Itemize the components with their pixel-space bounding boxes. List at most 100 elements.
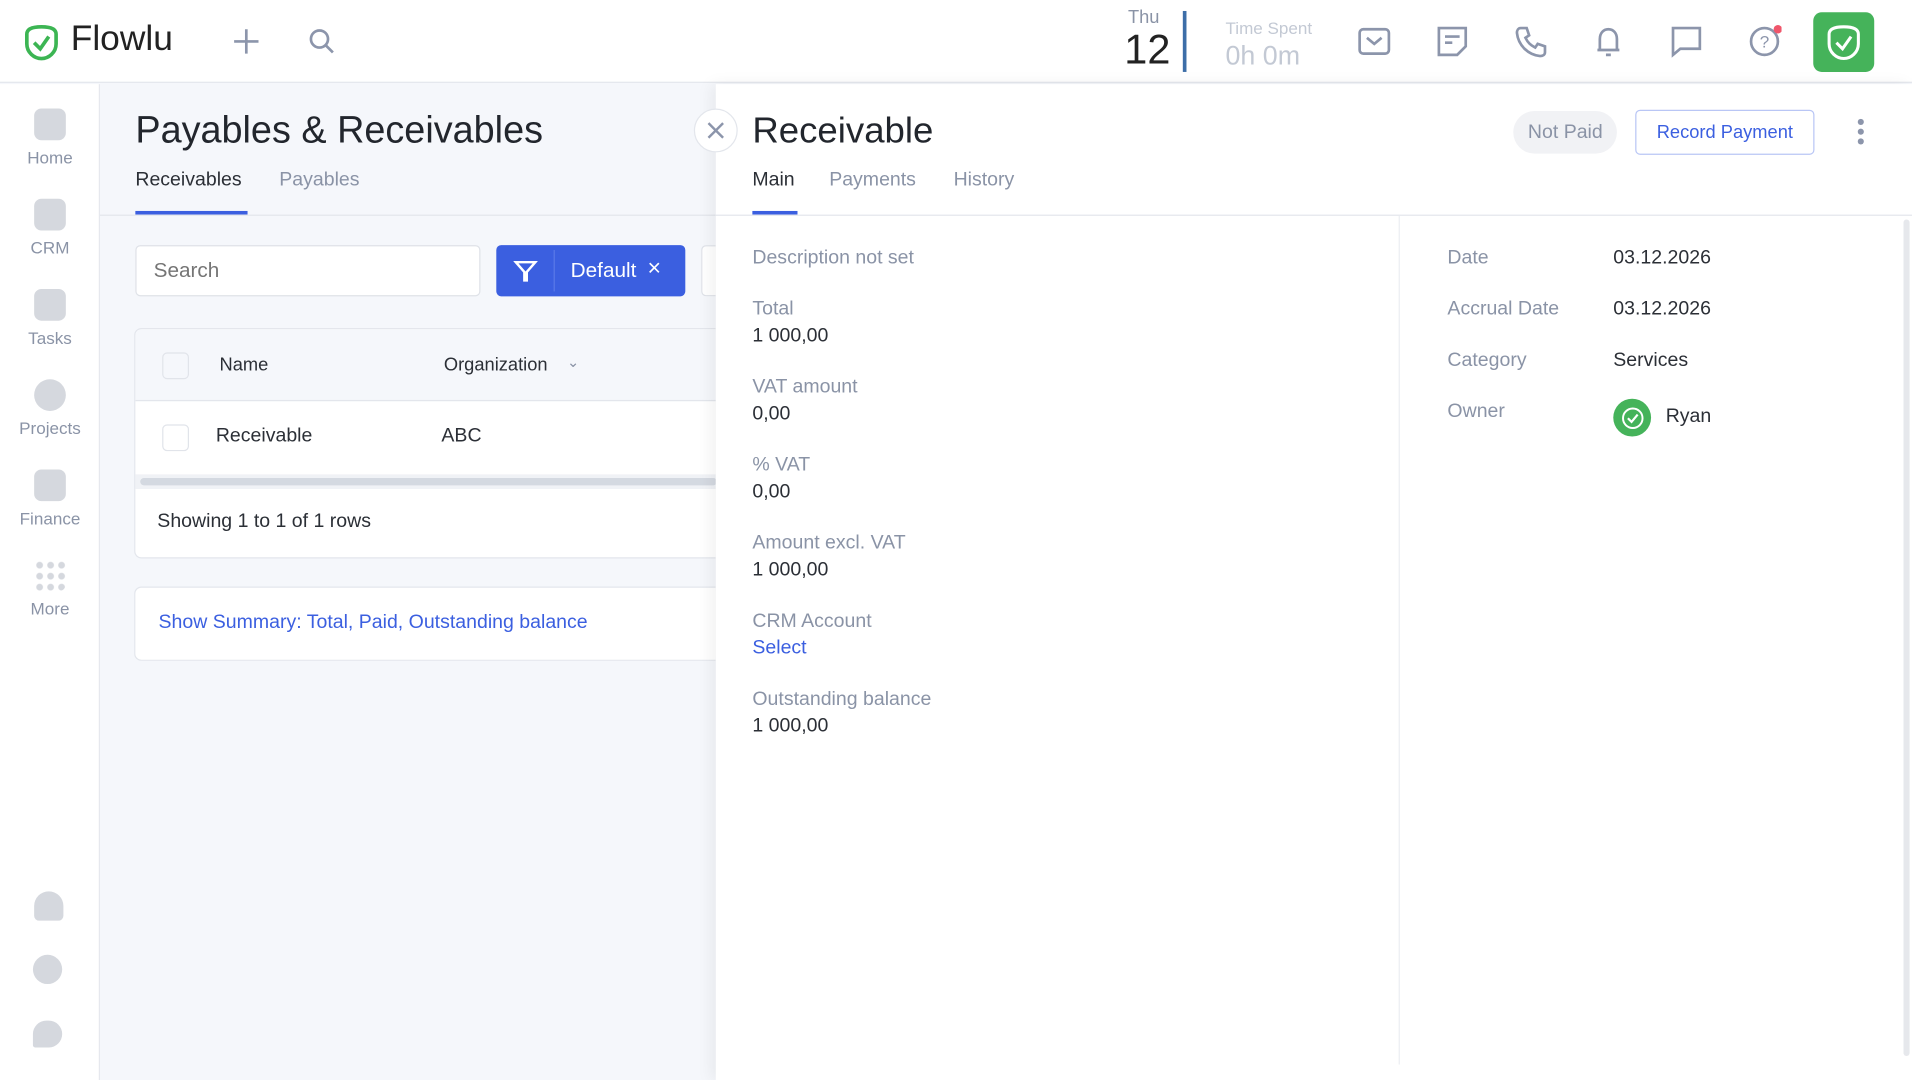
tab-main[interactable]: Main [752, 169, 795, 191]
sidebar-item-label: Home [27, 147, 73, 168]
category-value[interactable]: Services [1613, 349, 1689, 371]
description[interactable]: Description not set [752, 247, 914, 269]
more-vertical-icon[interactable] [1857, 118, 1864, 151]
owner-value[interactable]: Ryan [1665, 406, 1712, 427]
row-checkbox[interactable] [162, 424, 190, 452]
sidebar-item-projects[interactable]: Projects [0, 379, 100, 438]
filter-icon [513, 259, 539, 289]
field-label: CRM Account [752, 610, 872, 632]
field-outstanding-balance: 1 000,00 [752, 715, 829, 737]
tab-history[interactable]: History [953, 169, 1015, 191]
bell-icon[interactable] [1591, 24, 1625, 58]
tab-payables[interactable]: Payables [279, 169, 360, 191]
close-icon [707, 122, 724, 139]
tasks-icon [34, 288, 66, 321]
list-area: Payables & Receivables Receivables Payab… [99, 84, 716, 1080]
status-badge: Not Paid [1513, 110, 1618, 154]
side-label: Owner [1447, 401, 1505, 422]
field-total: 1 000,00 [752, 325, 829, 347]
field-vat-amount: 0,00 [752, 403, 791, 425]
column-header-organization[interactable]: Organization [443, 354, 548, 376]
grid-dots-icon [34, 559, 66, 592]
field-label: VAT amount [752, 376, 858, 398]
notes-icon[interactable] [1435, 24, 1469, 58]
field-label: % VAT [752, 454, 811, 476]
more-toolbar-button[interactable] [701, 245, 716, 297]
horizontal-scrollbar[interactable] [135, 474, 716, 489]
select-all-checkbox[interactable] [162, 352, 190, 380]
vertical-scrollbar[interactable] [1903, 219, 1910, 1057]
sidebar: Home CRM Tasks Projects Finance More [0, 84, 100, 1080]
plus-icon[interactable] [229, 24, 263, 58]
chevron-down-icon[interactable]: ⌄ [567, 353, 580, 371]
date-value[interactable]: 03.12.2026 [1613, 247, 1711, 269]
summary-card: Show Summary: Total, Paid, Outstanding b… [134, 586, 716, 661]
help-icon[interactable]: ? [1747, 24, 1782, 58]
active-tab-indicator [135, 210, 248, 215]
sidebar-item-more[interactable]: More [0, 559, 100, 618]
record-payment-button[interactable]: Record Payment [1635, 109, 1815, 155]
check-icon [1621, 406, 1643, 429]
finance-icon [34, 469, 66, 502]
cell-organization: ABC [441, 425, 482, 447]
mail-icon[interactable] [1357, 24, 1391, 58]
sidebar-item-label: CRM [30, 237, 70, 258]
table: Name Organization ⌄ Receivable ABC Showi… [134, 328, 716, 559]
filter-label: Default [570, 258, 637, 282]
divider [1398, 215, 1400, 1065]
settings-icon[interactable] [32, 954, 63, 985]
show-summary-link[interactable]: Show Summary: Total, Paid, Outstanding b… [158, 612, 588, 633]
phone-icon[interactable] [1513, 24, 1547, 58]
search-input[interactable] [135, 245, 481, 297]
sidebar-item-label: Finance [19, 508, 81, 529]
sidebar-item-label: Projects [19, 418, 81, 438]
sidebar-item-tasks[interactable]: Tasks [0, 288, 100, 348]
avatar [1613, 398, 1652, 437]
field-vat-percent: 0,00 [752, 481, 791, 503]
clear-filter-icon[interactable]: × [647, 256, 662, 282]
table-footer: Showing 1 to 1 of 1 rows [157, 510, 371, 532]
divider [715, 214, 1912, 216]
filter-button[interactable]: Default × [496, 245, 686, 297]
crm-icon [34, 198, 66, 231]
support-chat-icon[interactable] [32, 1020, 63, 1048]
field-amount-excl-vat: 1 000,00 [752, 559, 829, 581]
table-header: Name Organization ⌄ [135, 329, 716, 402]
sidebar-item-crm[interactable]: CRM [0, 198, 100, 258]
crm-account-select-link[interactable]: Select [752, 637, 807, 659]
search-icon[interactable] [305, 24, 339, 58]
active-tab-indicator [752, 210, 798, 215]
field-label: Total [752, 298, 794, 320]
plugin-icon[interactable] [34, 891, 64, 921]
side-label: Date [1447, 247, 1489, 269]
detail-title: Receivable [752, 110, 934, 152]
divider [1182, 10, 1187, 72]
day-number: 12 [1124, 26, 1171, 74]
sidebar-item-finance[interactable]: Finance [0, 469, 100, 528]
home-icon [34, 108, 66, 141]
time-spent-value[interactable]: 0h 0m [1225, 40, 1301, 71]
sidebar-item-home[interactable]: Home [0, 108, 100, 168]
accrual-date-value[interactable]: 03.12.2026 [1613, 298, 1711, 320]
field-label: Amount excl. VAT [752, 532, 906, 554]
chat-icon[interactable] [1669, 24, 1703, 58]
side-label: Category [1447, 349, 1527, 371]
projects-icon [34, 379, 66, 411]
field-label: Outstanding balance [752, 688, 932, 710]
side-label: Accrual Date [1447, 298, 1560, 320]
sidebar-item-label: Tasks [28, 328, 72, 348]
page-title: Payables & Receivables [135, 108, 543, 152]
flowlu-check-icon[interactable] [1813, 12, 1875, 72]
tab-receivables[interactable]: Receivables [135, 169, 242, 191]
detail-panel: Receivable Not Paid Record Payment Main … [715, 84, 1912, 1080]
tab-payments[interactable]: Payments [829, 169, 916, 191]
cell-name[interactable]: Receivable [215, 425, 313, 447]
top-bar: Flowlu Thu 12 Time Spent 0h 0m ? [0, 0, 1912, 83]
divider [553, 249, 555, 292]
time-spent-label: Time Spent [1225, 18, 1313, 38]
close-panel-button[interactable] [693, 108, 738, 153]
app-name: Flowlu [70, 19, 173, 59]
table-row[interactable]: Receivable ABC [135, 401, 715, 474]
flowlu-logo-icon[interactable] [24, 24, 58, 67]
column-header-name[interactable]: Name [219, 354, 269, 376]
